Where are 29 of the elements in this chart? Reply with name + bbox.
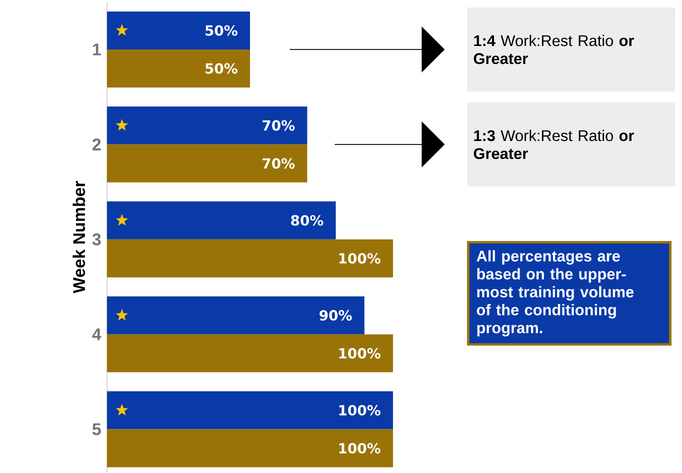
data-label: 70% bbox=[262, 120, 295, 131]
text: 1:3 Work:Rest Ratio or Greater bbox=[474, 130, 634, 160]
data-label: 80% bbox=[291, 215, 324, 226]
y-axis-title: Week Number bbox=[72, 180, 86, 294]
y-tick-label: 2 bbox=[92, 138, 101, 150]
y-tick-label: 4 bbox=[92, 328, 102, 340]
data-label: 100% bbox=[339, 442, 380, 454]
bar bbox=[107, 144, 308, 182]
bar bbox=[107, 11, 250, 50]
y-tick-label: 3 bbox=[92, 233, 101, 246]
bar bbox=[107, 201, 336, 240]
data-label: 50% bbox=[206, 63, 238, 74]
data-label: 100% bbox=[339, 348, 380, 359]
bar bbox=[107, 429, 394, 468]
y-tick-label: 5 bbox=[92, 423, 101, 436]
data-label: 100% bbox=[339, 405, 380, 416]
bar bbox=[107, 296, 364, 334]
bar bbox=[107, 239, 394, 278]
text: All percentages are based on the upper-most training volume of the conditioning program. bbox=[476, 250, 634, 336]
bar bbox=[107, 391, 394, 430]
data-label: 90% bbox=[320, 310, 352, 321]
bar bbox=[107, 334, 394, 372]
data-label: 70% bbox=[262, 158, 295, 169]
bar bbox=[107, 49, 250, 88]
bar bbox=[107, 106, 308, 144]
y-tick-label: 1 bbox=[92, 44, 101, 56]
data-label: 100% bbox=[339, 253, 380, 264]
text: 1:4 Work:Rest Ratio or Greater bbox=[474, 34, 634, 64]
data-label: 50% bbox=[206, 25, 238, 36]
